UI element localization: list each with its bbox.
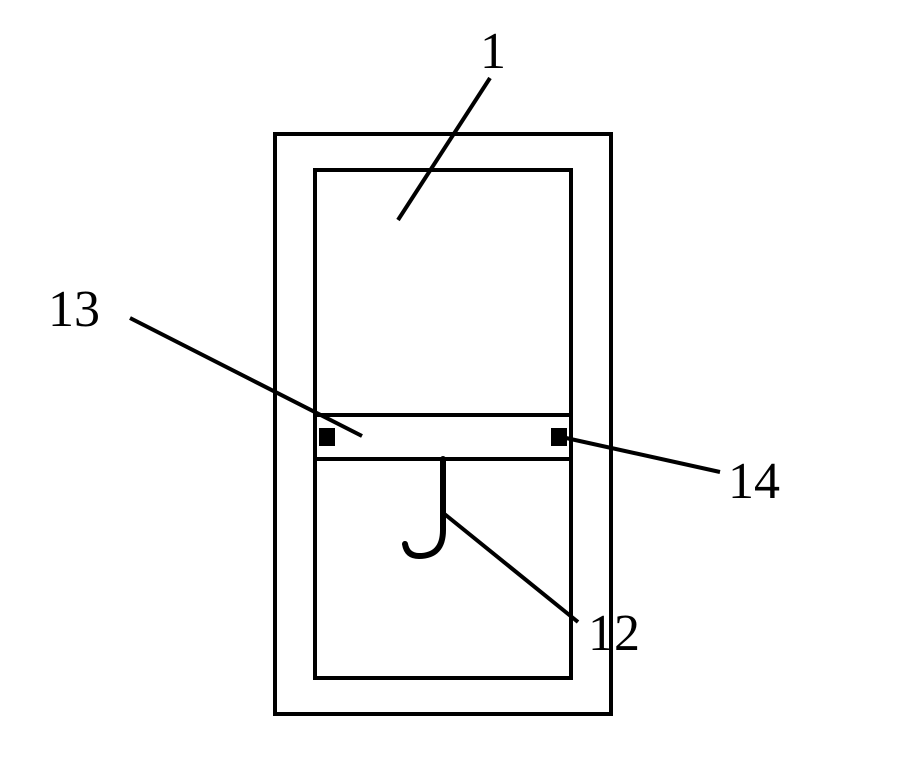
engineering-diagram: 1 13 14 12 <box>0 0 901 765</box>
callout-label-14: 14 <box>728 453 780 510</box>
callout-label-1: 1 <box>480 23 506 80</box>
callout-label-13: 13 <box>48 281 100 338</box>
pin-left-rect <box>319 428 335 446</box>
pin-right-rect <box>551 428 567 446</box>
callout-label-12: 12 <box>588 605 640 662</box>
cross-bar-rect <box>315 415 571 459</box>
